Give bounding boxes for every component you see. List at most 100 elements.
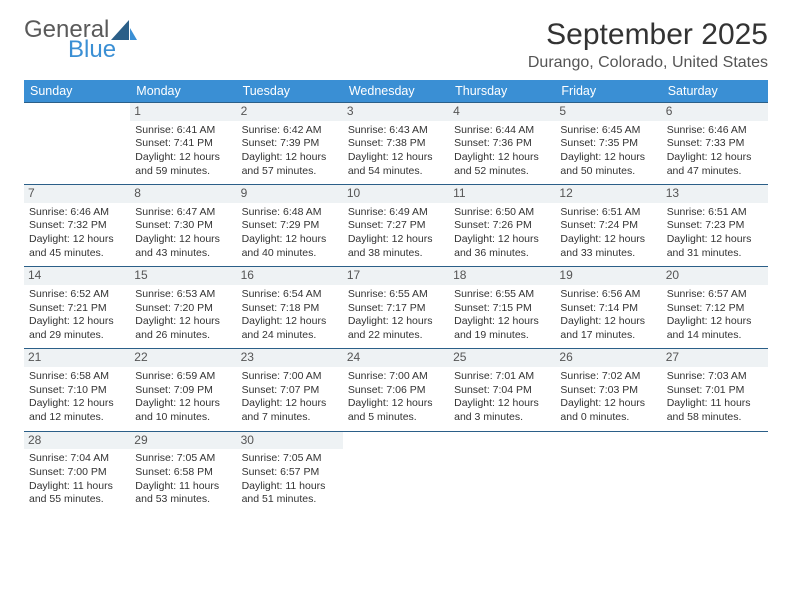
calendar-day-cell: 29 Sunrise: 7:05 AMSunset: 6:58 PMDayligh… [130, 431, 236, 513]
day-details: Sunrise: 6:56 AMSunset: 7:14 PMDaylight:… [560, 288, 656, 343]
calendar-day-cell: 12Sunrise: 6:51 AMSunset: 7:24 PMDayligh… [555, 185, 661, 267]
location: Durango, Colorado, United States [528, 54, 768, 72]
day-details: Sunrise: 6:46 AMSunset: 7:32 PMDaylight:… [29, 206, 125, 261]
day-details: Sunrise: 6:55 AMSunset: 7:17 PMDaylight:… [348, 288, 444, 343]
day-number: 21 [24, 349, 130, 367]
calendar-day-cell [662, 431, 768, 513]
day-details: Sunrise: 6:47 AMSunset: 7:30 PMDaylight:… [135, 206, 231, 261]
day-number: 28 [24, 432, 130, 450]
day-details: Sunrise: 6:52 AMSunset: 7:21 PMDaylight:… [29, 288, 125, 343]
day-number: 4 [449, 103, 555, 121]
weekday-header: Monday [130, 80, 236, 103]
day-number: 12 [555, 185, 661, 203]
day-number: 26 [555, 349, 661, 367]
day-number: 6 [662, 103, 768, 121]
calendar-day-cell: 15 Sunrise: 6:53 AMSunset: 7:20 PMDayligh… [130, 267, 236, 349]
calendar-week-row: 1 Sunrise: 6:41 AMSunset: 7:41 PMDaylight… [24, 103, 768, 185]
calendar-day-cell: 17 Sunrise: 6:55 AMSunset: 7:17 PMDayligh… [343, 267, 449, 349]
calendar-week-row: 7 Sunrise: 6:46 AMSunset: 7:32 PMDaylight… [24, 185, 768, 267]
calendar-day-cell: 9 Sunrise: 6:48 AMSunset: 7:29 PMDaylight… [237, 185, 343, 267]
day-details: Sunrise: 6:41 AMSunset: 7:41 PMDaylight:… [135, 124, 231, 179]
day-details: Sunrise: 7:00 AMSunset: 7:07 PMDaylight:… [242, 370, 338, 425]
calendar-week-row: 21 Sunrise: 6:58 AMSunset: 7:10 PMDayligh… [24, 349, 768, 431]
month-title: September 2025 [528, 18, 768, 52]
calendar-header-row: SundayMondayTuesdayWednesdayThursdayFrid… [24, 80, 768, 103]
calendar-day-cell: 11 Sunrise: 6:50 AMSunset: 7:26 PMDayligh… [449, 185, 555, 267]
calendar-day-cell: 20Sunrise: 6:57 AMSunset: 7:12 PMDayligh… [662, 267, 768, 349]
day-number: 3 [343, 103, 449, 121]
calendar-table: SundayMondayTuesdayWednesdayThursdayFrid… [24, 80, 768, 513]
calendar-day-cell: 25 Sunrise: 7:01 AMSunset: 7:04 PMDayligh… [449, 349, 555, 431]
day-details: Sunrise: 6:51 AMSunset: 7:23 PMDaylight:… [667, 206, 763, 261]
weekday-header: Sunday [24, 80, 130, 103]
day-details: Sunrise: 6:48 AMSunset: 7:29 PMDaylight:… [242, 206, 338, 261]
weekday-header: Tuesday [237, 80, 343, 103]
day-details: Sunrise: 6:50 AMSunset: 7:26 PMDaylight:… [454, 206, 550, 261]
day-details: Sunrise: 6:58 AMSunset: 7:10 PMDaylight:… [29, 370, 125, 425]
day-number: 1 [130, 103, 236, 121]
calendar-body: 1 Sunrise: 6:41 AMSunset: 7:41 PMDaylight… [24, 103, 768, 513]
weekday-header: Wednesday [343, 80, 449, 103]
day-number: 19 [555, 267, 661, 285]
day-details: Sunrise: 6:49 AMSunset: 7:27 PMDaylight:… [348, 206, 444, 261]
calendar-day-cell: 6 Sunrise: 6:46 AMSunset: 7:33 PMDaylight… [662, 103, 768, 185]
calendar-day-cell [24, 103, 130, 185]
day-details: Sunrise: 7:04 AMSunset: 7:00 PMDaylight:… [29, 452, 125, 507]
day-number: 11 [449, 185, 555, 203]
calendar-day-cell: 21 Sunrise: 6:58 AMSunset: 7:10 PMDayligh… [24, 349, 130, 431]
day-details: Sunrise: 6:53 AMSunset: 7:20 PMDaylight:… [135, 288, 231, 343]
day-number: 29 [130, 432, 236, 450]
weekday-header: Saturday [662, 80, 768, 103]
weekday-header: Thursday [449, 80, 555, 103]
logo-text-bottom: Blue [68, 38, 137, 62]
day-number: 15 [130, 267, 236, 285]
day-number: 22 [130, 349, 236, 367]
calendar-day-cell: 22 Sunrise: 6:59 AMSunset: 7:09 PMDayligh… [130, 349, 236, 431]
calendar-day-cell: 27 Sunrise: 7:03 AMSunset: 7:01 PMDayligh… [662, 349, 768, 431]
day-number: 20 [662, 267, 768, 285]
day-details: Sunrise: 6:43 AMSunset: 7:38 PMDaylight:… [348, 124, 444, 179]
calendar-day-cell [449, 431, 555, 513]
day-number: 7 [24, 185, 130, 203]
day-details: Sunrise: 6:59 AMSunset: 7:09 PMDaylight:… [135, 370, 231, 425]
day-number: 30 [237, 432, 343, 450]
calendar-day-cell: 13Sunrise: 6:51 AMSunset: 7:23 PMDayligh… [662, 185, 768, 267]
calendar-day-cell: 14Sunrise: 6:52 AMSunset: 7:21 PMDayligh… [24, 267, 130, 349]
calendar-day-cell: 23 Sunrise: 7:00 AMSunset: 7:07 PMDayligh… [237, 349, 343, 431]
calendar-day-cell: 5Sunrise: 6:45 AMSunset: 7:35 PMDaylight… [555, 103, 661, 185]
calendar-day-cell: 3 Sunrise: 6:43 AMSunset: 7:38 PMDaylight… [343, 103, 449, 185]
day-number: 10 [343, 185, 449, 203]
calendar-day-cell: 30 Sunrise: 7:05 AMSunset: 6:57 PMDayligh… [237, 431, 343, 513]
weekday-header: Friday [555, 80, 661, 103]
day-details: Sunrise: 7:05 AMSunset: 6:58 PMDaylight:… [135, 452, 231, 507]
day-details: Sunrise: 7:00 AMSunset: 7:06 PMDaylight:… [348, 370, 444, 425]
calendar-day-cell: 28 Sunrise: 7:04 AMSunset: 7:00 PMDayligh… [24, 431, 130, 513]
day-details: Sunrise: 6:46 AMSunset: 7:33 PMDaylight:… [667, 124, 763, 179]
day-number: 23 [237, 349, 343, 367]
calendar-day-cell [343, 431, 449, 513]
day-details: Sunrise: 7:05 AMSunset: 6:57 PMDaylight:… [242, 452, 338, 507]
day-number: 24 [343, 349, 449, 367]
day-number: 18 [449, 267, 555, 285]
title-block: September 2025 Durango, Colorado, United… [528, 18, 768, 72]
day-number: 8 [130, 185, 236, 203]
calendar-day-cell: 4Sunrise: 6:44 AMSunset: 7:36 PMDaylight… [449, 103, 555, 185]
day-number: 25 [449, 349, 555, 367]
calendar-week-row: 14Sunrise: 6:52 AMSunset: 7:21 PMDayligh… [24, 267, 768, 349]
day-details: Sunrise: 6:55 AMSunset: 7:15 PMDaylight:… [454, 288, 550, 343]
logo: General Blue [24, 18, 137, 62]
day-number: 9 [237, 185, 343, 203]
day-number: 27 [662, 349, 768, 367]
day-details: Sunrise: 7:01 AMSunset: 7:04 PMDaylight:… [454, 370, 550, 425]
day-number: 17 [343, 267, 449, 285]
calendar-day-cell: 26 Sunrise: 7:02 AMSunset: 7:03 PMDayligh… [555, 349, 661, 431]
day-details: Sunrise: 7:02 AMSunset: 7:03 PMDaylight:… [560, 370, 656, 425]
calendar-day-cell: 7 Sunrise: 6:46 AMSunset: 7:32 PMDaylight… [24, 185, 130, 267]
calendar-day-cell: 16Sunrise: 6:54 AMSunset: 7:18 PMDayligh… [237, 267, 343, 349]
day-details: Sunrise: 7:03 AMSunset: 7:01 PMDaylight:… [667, 370, 763, 425]
day-number: 5 [555, 103, 661, 121]
day-details: Sunrise: 6:54 AMSunset: 7:18 PMDaylight:… [242, 288, 338, 343]
calendar-day-cell: 10 Sunrise: 6:49 AMSunset: 7:27 PMDayligh… [343, 185, 449, 267]
calendar-day-cell: 1 Sunrise: 6:41 AMSunset: 7:41 PMDaylight… [130, 103, 236, 185]
calendar-day-cell: 18 Sunrise: 6:55 AMSunset: 7:15 PMDayligh… [449, 267, 555, 349]
